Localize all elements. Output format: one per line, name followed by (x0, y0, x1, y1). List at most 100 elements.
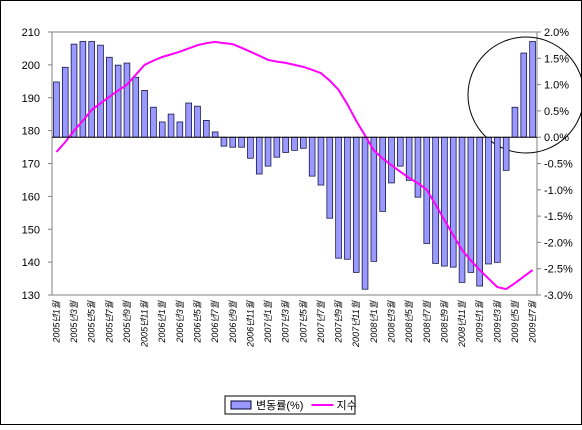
y2-tick-label: -0.5% (544, 159, 573, 171)
y-tick-label: 160 (22, 191, 40, 203)
y2-tick-label: 2.0% (544, 27, 569, 39)
bar (291, 136, 298, 151)
bar (388, 136, 395, 184)
bar (132, 76, 140, 138)
bar (414, 136, 422, 198)
bar (273, 136, 281, 158)
bar (247, 136, 254, 159)
bar (300, 136, 307, 149)
x-tick-label: 2006년1월 (157, 300, 167, 343)
bar (185, 102, 192, 138)
bar (449, 136, 457, 268)
bar (255, 136, 263, 175)
bar (405, 136, 413, 181)
y2-tick-label: 1.5% (544, 53, 569, 65)
bar (194, 105, 201, 138)
bar (220, 136, 228, 147)
x-tick-label: 2005년3월 (69, 300, 79, 343)
bar (123, 62, 131, 138)
y-tick-label: 140 (22, 257, 40, 269)
y-tick-label: 200 (22, 60, 40, 72)
bar (529, 41, 536, 138)
bar (264, 136, 272, 167)
x-tick-label: 2008년7월 (422, 300, 432, 343)
x-tick-label: 2006년11월 (245, 300, 255, 348)
bar (494, 136, 501, 263)
bar (520, 52, 528, 138)
x-tick-label: 2008년9월 (439, 300, 449, 343)
x-tick-label: 2007년5월 (298, 300, 308, 343)
bar (141, 90, 148, 138)
x-tick-label: 2007년3월 (281, 300, 291, 343)
x-tick-label: 2007년1월 (263, 300, 273, 343)
bar (158, 121, 166, 138)
bar (397, 136, 404, 167)
x-tick-label: 2008년5월 (404, 300, 414, 343)
highlight-circle (467, 36, 582, 154)
x-tick-label: 2009년5월 (510, 300, 520, 343)
bar (476, 136, 483, 287)
bar (344, 136, 351, 260)
x-tick-label: 2005년7월 (104, 300, 114, 343)
bar (61, 66, 69, 138)
x-tick-label: 2009년7월 (528, 300, 538, 343)
bar (88, 41, 95, 138)
y-tick-label: 210 (22, 27, 40, 39)
x-tick-label: 2005년11월 (140, 300, 150, 348)
bar (326, 136, 334, 219)
legend-label: 변동률(%) (256, 399, 303, 412)
bar (229, 136, 237, 148)
bar (511, 106, 519, 138)
y2-tick-label: 0.0% (544, 132, 569, 144)
bar (502, 136, 510, 171)
bar (167, 113, 175, 138)
y2-tick-label: -1.5% (544, 211, 573, 223)
y2-tick-label: -2.0% (544, 237, 573, 249)
bar (203, 120, 210, 138)
y-tick-label: 180 (22, 126, 40, 138)
x-tick-label: 2006년9월 (228, 300, 238, 343)
bar (308, 136, 316, 177)
x-tick-label: 2007년7월 (316, 300, 326, 343)
y2-tick-label: -3.0% (544, 290, 573, 302)
bar (282, 136, 289, 153)
x-tick-label: 2005년1월 (51, 300, 61, 343)
y-tick-label: 190 (22, 93, 40, 105)
bar (238, 136, 245, 148)
line (55, 40, 534, 291)
bar (97, 44, 104, 138)
y-tick-label: 170 (22, 159, 40, 171)
bar (458, 136, 466, 283)
bar (114, 64, 122, 138)
legend-label: 지수 (336, 399, 356, 412)
bar (176, 121, 184, 138)
bar (317, 136, 325, 186)
y2-tick-label: 0.5% (544, 106, 569, 118)
bar (485, 136, 492, 265)
x-tick-label: 2005년9월 (122, 300, 132, 343)
y2-tick-label: -2.5% (544, 264, 573, 276)
bar (335, 136, 342, 259)
x-tick-label: 2007년11월 (351, 300, 361, 348)
x-tick-label: 2005년5월 (87, 300, 97, 343)
bar (361, 136, 369, 290)
x-tick-label: 2006년3월 (175, 300, 185, 343)
x-tick-label: 2006년7월 (210, 300, 220, 343)
bar (441, 136, 448, 267)
bar (379, 136, 386, 212)
y2-tick-label: -1.0% (544, 185, 573, 197)
y2-tick-label: 1.0% (544, 80, 569, 92)
bar (370, 136, 378, 262)
legend-swatch (230, 400, 252, 410)
bar (150, 106, 157, 138)
legend-box (224, 395, 356, 415)
x-tick-label: 2008년1월 (369, 300, 379, 343)
bar (53, 81, 60, 138)
x-tick-label: 2007년9월 (334, 300, 344, 343)
bar (352, 136, 360, 273)
y-tick-label: 130 (22, 290, 40, 302)
x-tick-label: 2009년3월 (492, 300, 502, 343)
x-tick-label: 2008년3월 (387, 300, 397, 343)
bar (467, 136, 475, 273)
